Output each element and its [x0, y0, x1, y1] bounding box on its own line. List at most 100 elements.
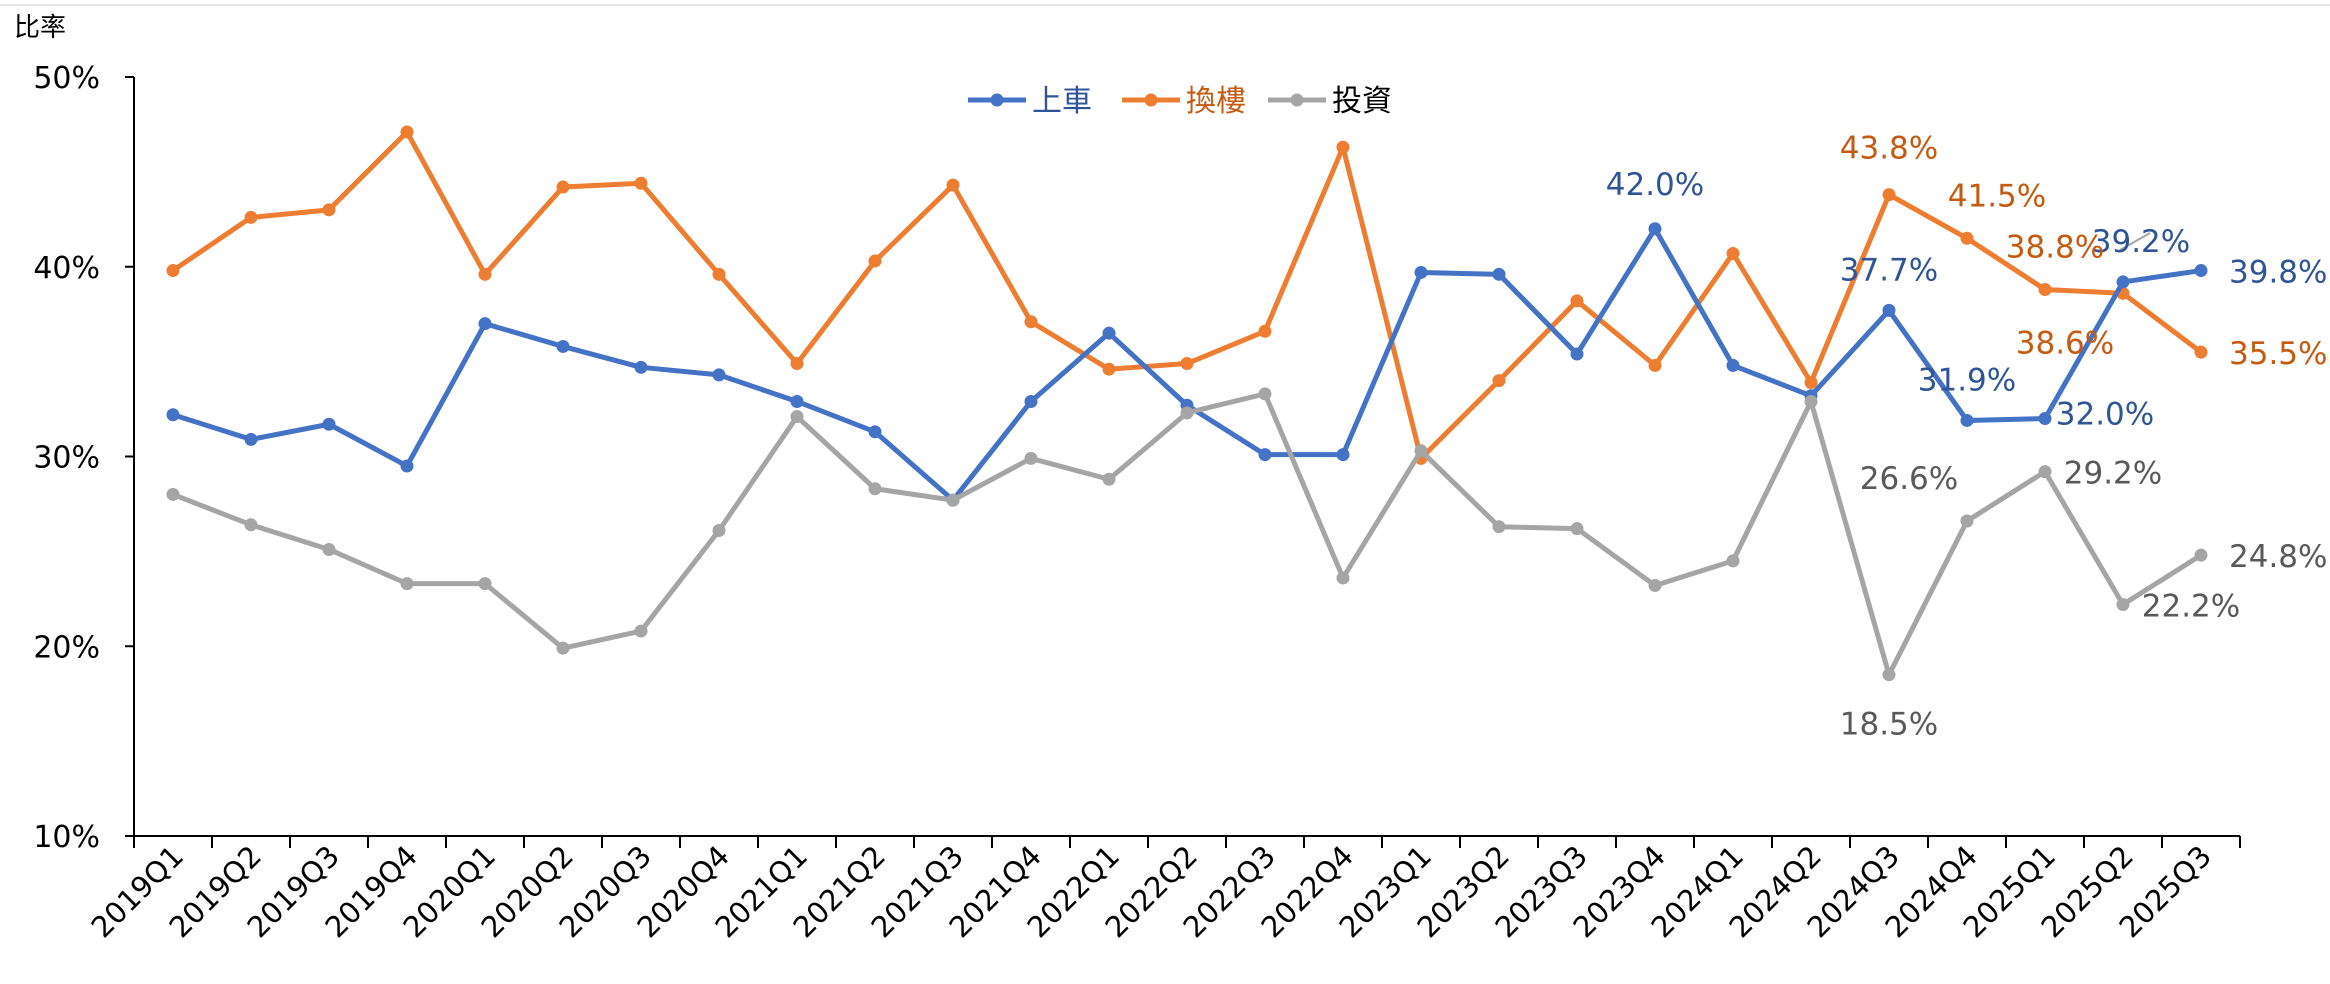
- data-point: [1882, 188, 1896, 202]
- data-point: [322, 203, 336, 217]
- y-tick-label: 50%: [33, 61, 100, 96]
- data-point: [946, 493, 960, 507]
- data-label: 38.8%: [2006, 230, 2104, 266]
- data-point: [166, 264, 180, 278]
- data-point: [478, 577, 492, 591]
- data-point: [1102, 362, 1116, 376]
- axes-layer: 比率10%20%30%40%50%2019Q12019Q22019Q32019Q…: [0, 4, 2330, 944]
- legend-swatch-marker: [1144, 93, 1158, 107]
- data-point: [166, 487, 180, 501]
- data-label: 39.2%: [2092, 224, 2190, 260]
- data-point: [2038, 283, 2052, 297]
- data-point: [322, 542, 336, 556]
- data-point: [2194, 548, 2208, 562]
- data-point: [244, 210, 258, 224]
- data-point: [556, 339, 570, 353]
- data-point: [790, 357, 804, 371]
- data-labels-layer: 42.0% 37.7% 31.9% 32.0% 39.2% 39.8% 43.8% 41.5%…: [1606, 131, 2328, 743]
- data-point: [868, 254, 882, 268]
- data-point: [868, 482, 882, 496]
- data-point: [322, 417, 336, 431]
- data-point: [478, 267, 492, 281]
- data-point: [1726, 554, 1740, 568]
- data-point: [1336, 448, 1350, 462]
- data-point: [1570, 347, 1584, 361]
- y-tick-label: 40%: [33, 251, 100, 286]
- data-point: [1882, 668, 1896, 682]
- data-point: [2116, 275, 2130, 289]
- data-point: [1024, 394, 1038, 408]
- data-label: 24.8%: [2229, 539, 2327, 575]
- data-point: [1258, 387, 1272, 401]
- data-point: [1492, 520, 1506, 534]
- y-axis-label: 比率: [14, 13, 66, 43]
- data-point: [1024, 315, 1038, 329]
- data-point: [712, 524, 726, 538]
- data-label: 18.5%: [1840, 707, 1938, 743]
- data-point: [400, 459, 414, 473]
- data-point: [556, 180, 570, 194]
- data-point: [1804, 375, 1818, 389]
- data-label: 22.2%: [2142, 589, 2240, 625]
- data-point: [1024, 451, 1038, 465]
- data-point: [400, 125, 414, 139]
- data-point: [712, 368, 726, 382]
- y-tick-label: 20%: [33, 630, 100, 665]
- data-label: 31.9%: [1918, 362, 2016, 398]
- data-point: [790, 394, 804, 408]
- data-point: [2116, 598, 2130, 612]
- data-label: 26.6%: [1860, 461, 1958, 497]
- leader-line: [2119, 232, 2151, 251]
- data-point: [1336, 140, 1350, 154]
- data-label: 42.0%: [1606, 167, 1704, 203]
- data-point: [1648, 358, 1662, 372]
- data-label: 29.2%: [2064, 456, 2162, 492]
- data-point: [1492, 374, 1506, 388]
- legend-entry: 換樓: [1186, 84, 1246, 119]
- data-point: [1804, 394, 1818, 408]
- legend-swatch-marker: [990, 93, 1004, 107]
- data-point: [946, 178, 960, 192]
- data-point: [478, 317, 492, 331]
- data-point: [2038, 465, 2052, 479]
- data-label: 32.0%: [2056, 397, 2154, 433]
- data-label: 39.8%: [2229, 255, 2327, 291]
- data-point: [244, 432, 258, 446]
- data-point: [1414, 265, 1428, 279]
- data-point: [556, 641, 570, 655]
- data-point: [1960, 231, 1974, 245]
- data-label: 35.5%: [2229, 336, 2327, 372]
- data-point: [1648, 579, 1662, 593]
- legend-entry: 上車: [1032, 84, 1092, 119]
- data-point: [2038, 412, 2052, 426]
- data-point: [634, 176, 648, 190]
- series-line-2: [170, 391, 2204, 678]
- data-point: [1258, 324, 1272, 338]
- data-point: [790, 410, 804, 424]
- y-tick-label: 10%: [33, 820, 100, 855]
- data-point: [1570, 522, 1584, 536]
- legend[interactable]: 上車 換樓 投資: [968, 84, 1392, 119]
- data-label: 41.5%: [1948, 178, 2046, 214]
- data-point: [1882, 303, 1896, 317]
- y-tick-label: 30%: [33, 441, 100, 476]
- data-point: [868, 425, 882, 439]
- data-label: 37.7%: [1840, 252, 1938, 288]
- data-point: [2194, 345, 2208, 359]
- data-point: [1960, 514, 1974, 528]
- legend-entry: 投資: [1332, 84, 1392, 119]
- data-point: [1258, 448, 1272, 462]
- data-point: [166, 408, 180, 422]
- data-point: [1180, 357, 1194, 371]
- data-point: [1648, 222, 1662, 236]
- data-point: [1492, 267, 1506, 281]
- data-point: [1102, 326, 1116, 340]
- data-label: 43.8%: [1840, 131, 1938, 167]
- data-point: [1570, 294, 1584, 308]
- data-point: [1726, 246, 1740, 260]
- series-layer: [166, 125, 2208, 682]
- data-point: [1726, 358, 1740, 372]
- data-point: [1414, 444, 1428, 458]
